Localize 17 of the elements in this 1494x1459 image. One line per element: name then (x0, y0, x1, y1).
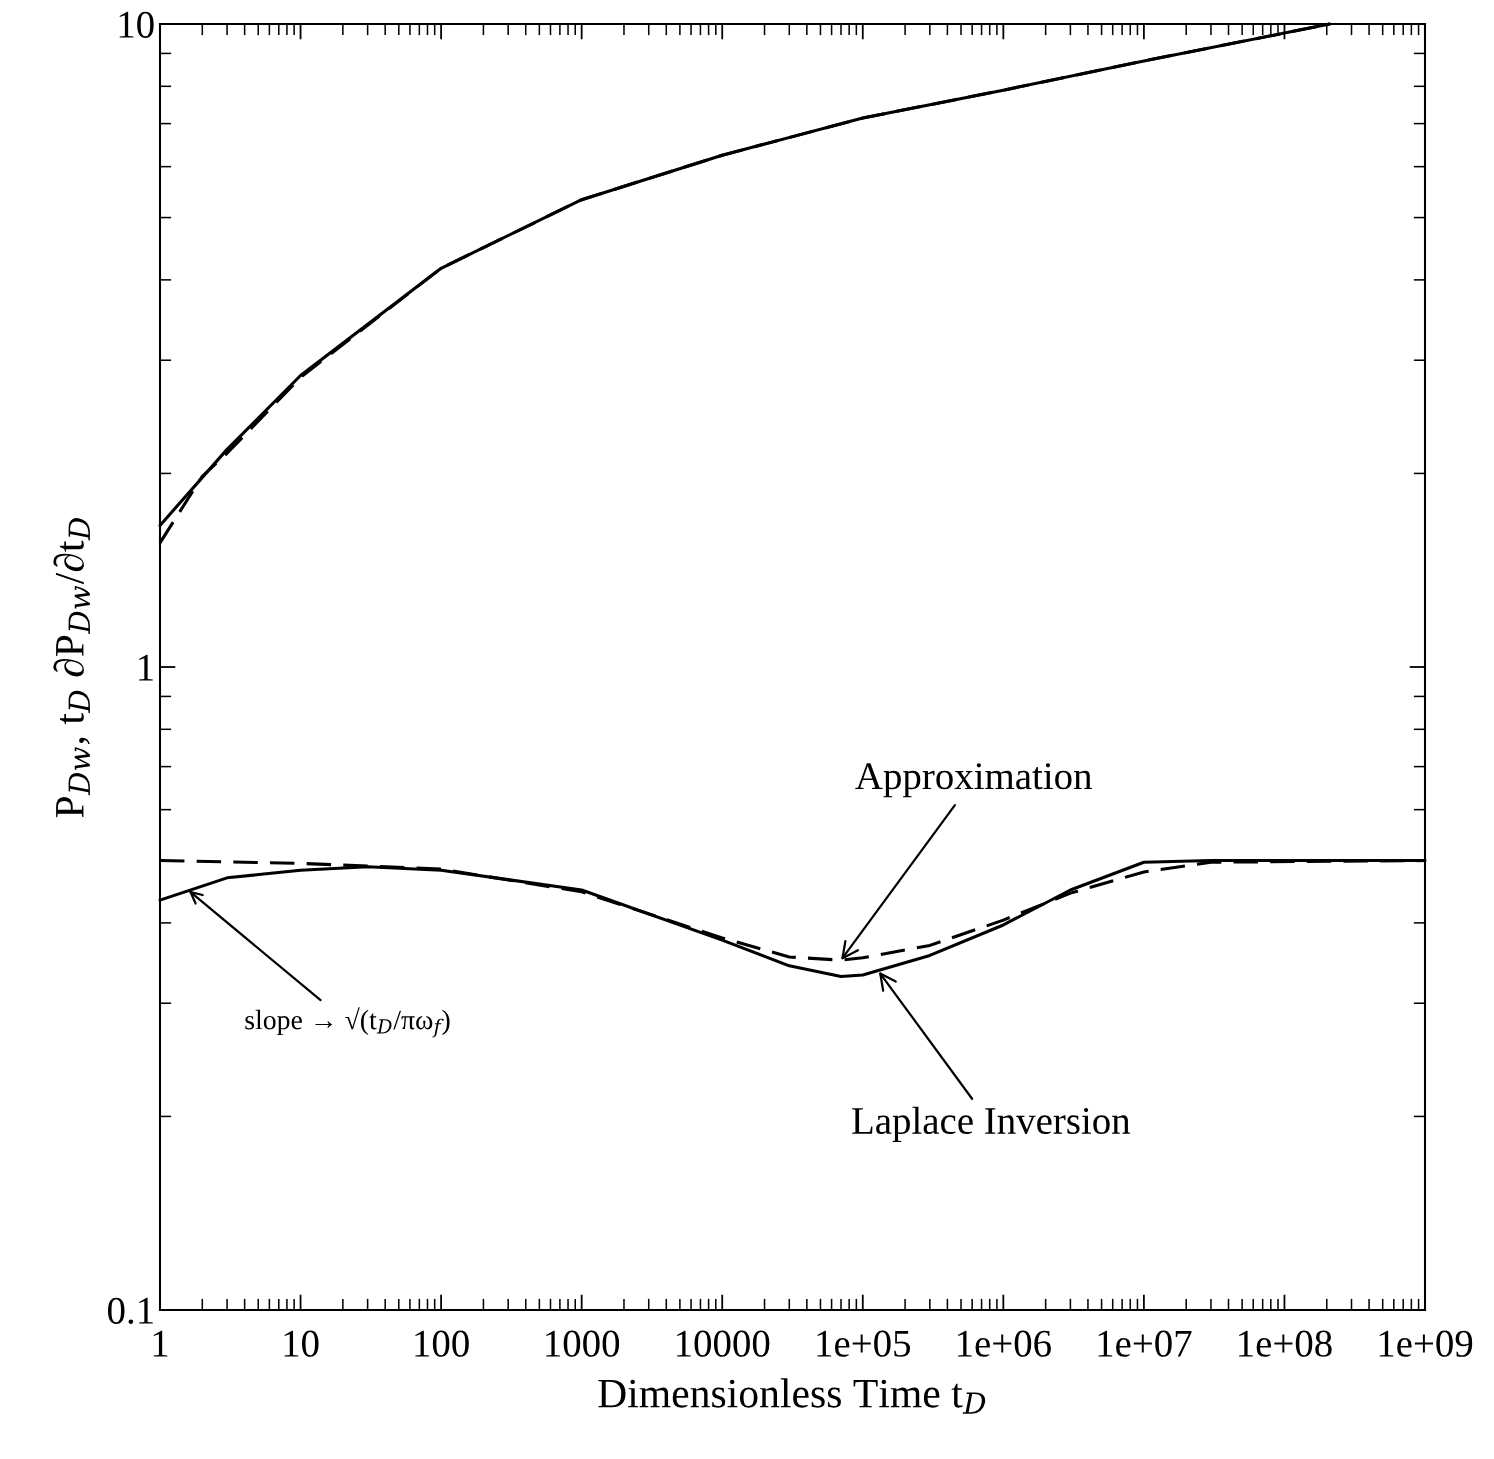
annotation: slope → √(t$_{D}$/πω$_{f}$) (245, 1007, 450, 1038)
x-tick-label: 1e+09 (1379, 1330, 1473, 1357)
x-tick-label: 1e+05 (817, 1330, 911, 1357)
y-tick-label: 0.1 (108, 1297, 153, 1325)
x-tick-label: 1e+08 (1239, 1330, 1332, 1357)
y-tick-label: 10 (119, 11, 154, 38)
x-tick-label: 1e+06 (957, 1330, 1051, 1357)
x-tick-label: 1e+07 (1098, 1330, 1192, 1357)
y-axis-title: P$_{Dw}$, t$_{D}$ ∂P$_{Dw}$/∂t$_{D}$ (53, 518, 90, 818)
x-axis-title: Dimensionless Time t$_{D}$ (598, 1378, 986, 1414)
annotation: Approximation (855, 763, 1092, 798)
annotation: Laplace Inversion (852, 1106, 1131, 1142)
y-tick-label: 1 (139, 654, 153, 681)
x-tick-label: 1000 (546, 1330, 620, 1357)
x-tick-label: 10000 (677, 1330, 770, 1357)
x-tick-label: 10 (284, 1330, 319, 1357)
x-tick-label: 100 (415, 1330, 469, 1357)
